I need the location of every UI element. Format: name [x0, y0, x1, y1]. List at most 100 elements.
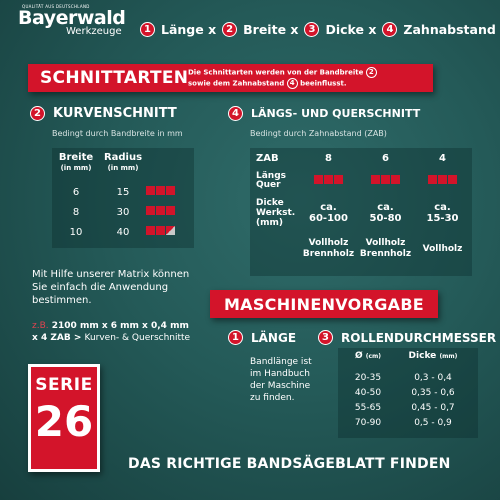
desc-num-1: 2: [365, 67, 377, 78]
dicke-value: 0,3 - 0,4: [414, 372, 452, 383]
laengs-num: 4: [228, 106, 243, 121]
kurvenschnitt-num: 2: [30, 106, 45, 121]
laengs-table: ZAB 8 6 4 Längs Quer Dicke Werkst. (mm) …: [250, 148, 472, 276]
table-row: 10 40: [52, 222, 194, 242]
matrix-text: Mit Hilfe unserer Matrix können Sie einf…: [32, 268, 212, 307]
table-row: 40-50 0,35 - 0,6: [338, 385, 478, 400]
dicke-ca: ca.: [320, 202, 337, 213]
maschinenvorgabe-title: MASCHINENVORGABE: [223, 294, 425, 314]
footer-title: DAS RICHTIGE BANDSÄGEBLATT FINDEN: [128, 456, 451, 472]
dicke-value: ca. 15-30: [414, 202, 471, 224]
serie-badge: SERIE 26: [28, 364, 100, 472]
dicke-value: 0,5 - 0,9: [414, 417, 452, 428]
breite-value: 6: [72, 186, 80, 198]
formula-label-1: Länge x: [161, 22, 217, 37]
desc-line1: Die Schnittarten werden von der Bandbrei…: [188, 68, 364, 77]
brand-sub: Werkzeuge: [66, 26, 122, 37]
dicke-range: 15-30: [426, 213, 459, 224]
zab-value: 8: [325, 152, 332, 164]
dicke-value: ca. 60-100: [300, 202, 357, 224]
laengs-title: LÄNGS- UND QUERSCHNITT: [251, 107, 421, 120]
laenge-line: im Handbuch: [250, 369, 310, 379]
col-dicke-unit: (mm): [439, 353, 458, 360]
schnittarten-desc: Die Schnittarten werden von der Bandbrei…: [188, 67, 377, 89]
serie-label: SERIE: [35, 375, 93, 395]
holz-l1: Vollholz: [422, 243, 463, 254]
diameter-value: 55-65: [354, 402, 382, 413]
rollen-title: ROLLENDURCHMESSER: [341, 330, 497, 345]
holz-l2: Brennholz: [302, 249, 355, 259]
col-dicke: Dicke: [408, 351, 437, 361]
radius-header: Radius: [103, 152, 143, 163]
example-line2: x 4 ZAB >: [32, 333, 82, 343]
table-row: 70-90 0,5 - 0,9: [338, 415, 478, 430]
example-value: 2100 mm x 6 mm x 0,4 mm: [51, 321, 189, 331]
brand-name: Bayerwald: [18, 7, 126, 29]
dicke-ca: ca.: [434, 202, 451, 213]
holz-row: Vollholz Brennholz Vollholz Brennholz Vo…: [250, 232, 472, 266]
formula-num-1: 1: [140, 22, 155, 37]
laengs-sub: Bedingt durch Zahnabstand (ZAB): [250, 129, 387, 138]
desc-num-2: 4: [286, 78, 298, 89]
radius-unit: (in mm): [107, 164, 139, 172]
laenge-line: Bandlänge ist: [250, 357, 312, 367]
dicke-value: 0,35 - 0,6: [411, 387, 455, 398]
matrix-line2: Sie einfach die Anwendung: [32, 282, 169, 293]
rollen-num: 3: [318, 330, 333, 345]
rating-squares: [414, 175, 471, 187]
breite-value: 10: [69, 226, 83, 238]
dicke-range: 50-80: [369, 213, 402, 224]
kurvenschnitt-title: KURVENSCHNITT: [53, 106, 177, 121]
formula-num-2: 2: [222, 22, 238, 37]
laenge-title: LÄNGE: [251, 330, 297, 345]
table-row: 8 30: [52, 202, 194, 222]
example-prefix: z.B.: [32, 321, 49, 331]
formula-label-3: Dicke x: [325, 22, 377, 37]
formula-num-4: 4: [382, 22, 398, 37]
rating-squares: [300, 175, 357, 187]
zab-label: ZAB: [256, 152, 279, 164]
breite-header: Breite: [58, 152, 94, 163]
holz-l2: Brennholz: [359, 249, 412, 259]
matrix-line3: bestimmen.: [32, 295, 92, 306]
rating-squares: [357, 175, 414, 187]
breite-unit: (in mm): [60, 164, 92, 172]
schnittarten-banner: SCHNITTARTEN Die Schnittarten werden von…: [28, 64, 433, 92]
rating-squares: [146, 206, 176, 218]
diameter-value: 20-35: [354, 372, 382, 383]
lq-label2: Quer: [256, 180, 281, 190]
kurven-rows: 6 15 8 30 10 40: [52, 182, 194, 242]
rating-squares: [146, 186, 176, 198]
kurvenschnitt-sub: Bedingt durch Bandbreite in mm: [52, 129, 183, 138]
laengs-heading: 4 LÄNGS- UND QUERSCHNITT: [228, 106, 420, 121]
formula-num-3: 3: [304, 22, 320, 37]
table-row: 55-65 0,45 - 0,7: [338, 400, 478, 415]
col-diameter-unit: (cm): [365, 353, 382, 360]
matrix-line1: Mit Hilfe unserer Matrix können: [32, 269, 190, 280]
rollen-table: Ø (cm) Dicke (mm) 20-35 0,3 - 0,4 40-50 …: [338, 348, 478, 438]
formula-label-4: Zahnabstand: [403, 22, 496, 37]
holz-value: Vollholz Brennholz: [357, 238, 414, 260]
brand-logo: QUALITÄT AUS DEUTSCHLAND Bayerwald Werkz…: [18, 4, 148, 37]
maschinenvorgabe-banner: MASCHINENVORGABE: [210, 290, 438, 318]
dicke-label2: Werkst.: [256, 208, 296, 218]
lq-label: Längs Quer: [250, 172, 300, 190]
breite-value: 8: [72, 206, 80, 218]
laenge-line: der Maschine: [250, 381, 311, 391]
col-diameter: Ø: [354, 351, 363, 361]
zab-row: ZAB 8 6 4: [250, 148, 472, 168]
kurvenschnitt-heading: 2 KURVENSCHNITT: [30, 106, 177, 121]
dicke-value: ca. 50-80: [357, 202, 414, 224]
holz-value: Vollholz Brennholz: [300, 238, 357, 260]
dicke-row: Dicke Werkst. (mm) ca. 60-100 ca. 50-80 …: [250, 194, 472, 232]
header-formula: 1 Länge x 2 Breite x 3 Dicke x 4 Zahnabs…: [140, 22, 500, 37]
diameter-value: 70-90: [354, 417, 382, 428]
serie-number: 26: [34, 397, 94, 446]
laenge-line: zu finden.: [250, 393, 295, 403]
zab-value: 6: [382, 152, 389, 164]
schnittarten-title: SCHNITTARTEN: [40, 68, 189, 88]
holz-l1: Vollholz: [308, 238, 349, 248]
radius-value: 15: [116, 186, 130, 198]
rollen-heading: 3 ROLLENDURCHMESSER: [318, 330, 496, 345]
laenge-heading: 1 LÄNGE: [228, 330, 296, 345]
